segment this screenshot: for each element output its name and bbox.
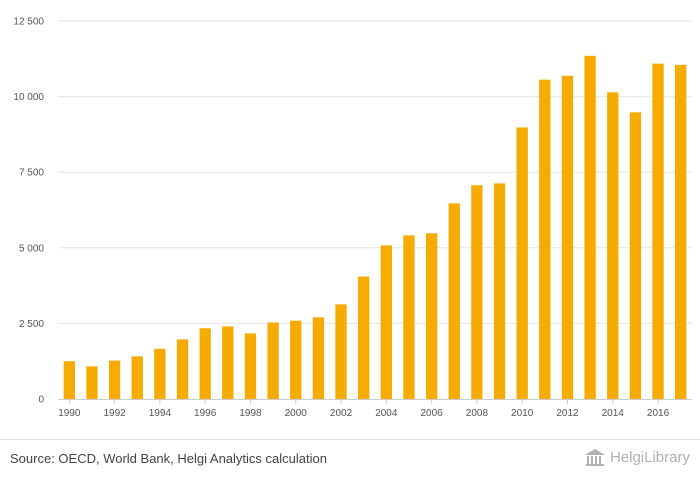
bar-2003 [358, 276, 370, 399]
y-tick-label: 7 500 [19, 168, 44, 179]
bar-1994 [154, 348, 166, 399]
bar-2011 [539, 79, 551, 400]
bar-2015 [629, 112, 642, 399]
bar-1997 [222, 326, 234, 399]
bar-2001 [312, 317, 325, 399]
x-tick-label: 1996 [194, 408, 217, 419]
bar-2007 [448, 203, 460, 399]
bar-2009 [493, 183, 506, 399]
x-tick-label: 2000 [285, 408, 308, 419]
x-axis-tick-labels: 1990 1992 1994 1996 1998 2000 2002 2004 2006 2008… [58, 399, 670, 419]
bar-2002 [335, 304, 347, 399]
bar-1998 [244, 333, 257, 399]
x-tick-label: 2016 [647, 408, 670, 419]
bar-2013 [584, 55, 596, 399]
bar-2016 [652, 63, 664, 400]
x-tick-label: 1992 [103, 408, 126, 419]
bar-2012 [561, 75, 574, 399]
bar-2004 [380, 245, 392, 399]
y-tick-label: 2 500 [19, 319, 44, 330]
bars [63, 55, 687, 400]
y-tick-label: 0 [38, 395, 44, 406]
bar-1996 [199, 328, 211, 399]
brand-logo: HelgiLibrary [584, 448, 690, 466]
bar-2010 [516, 127, 528, 400]
x-tick-label: 2012 [556, 408, 579, 419]
bar-1995 [176, 339, 189, 399]
bar-2000 [290, 320, 302, 399]
bar-1990 [63, 361, 75, 399]
bar-1999 [267, 322, 279, 399]
y-tick-label: 12 500 [13, 17, 44, 28]
bar-1992 [108, 360, 121, 399]
bar-2006 [425, 233, 438, 399]
y-tick-label: 5 000 [19, 243, 44, 254]
bar-2008 [471, 185, 483, 399]
x-tick-label: 1990 [58, 408, 81, 419]
x-tick-label: 2014 [602, 408, 625, 419]
bar-2005 [403, 235, 415, 399]
footer-divider [0, 439, 700, 440]
x-tick-label: 1998 [239, 408, 262, 419]
x-tick-label: 2004 [375, 408, 398, 419]
bar-2014 [607, 92, 619, 400]
x-tick-label: 2002 [330, 408, 353, 419]
source-note: Source: OECD, World Bank, Helgi Analytic… [10, 451, 327, 466]
library-building-icon [584, 449, 605, 466]
bar-1993 [131, 356, 143, 399]
gridlines [58, 20, 692, 324]
bar-2017 [675, 64, 687, 400]
x-tick-label: 2006 [420, 408, 443, 419]
x-tick-label: 1994 [149, 408, 172, 419]
brand-name: HelgiLibrary [609, 448, 690, 466]
x-tick-label: 2008 [466, 408, 489, 419]
y-axis-tick-labels: 0 2 500 5 000 7 500 10 000 12 500 [13, 17, 44, 406]
y-tick-label: 10 000 [13, 92, 44, 103]
x-tick-label: 2010 [511, 408, 534, 419]
bar-1991 [86, 366, 98, 399]
